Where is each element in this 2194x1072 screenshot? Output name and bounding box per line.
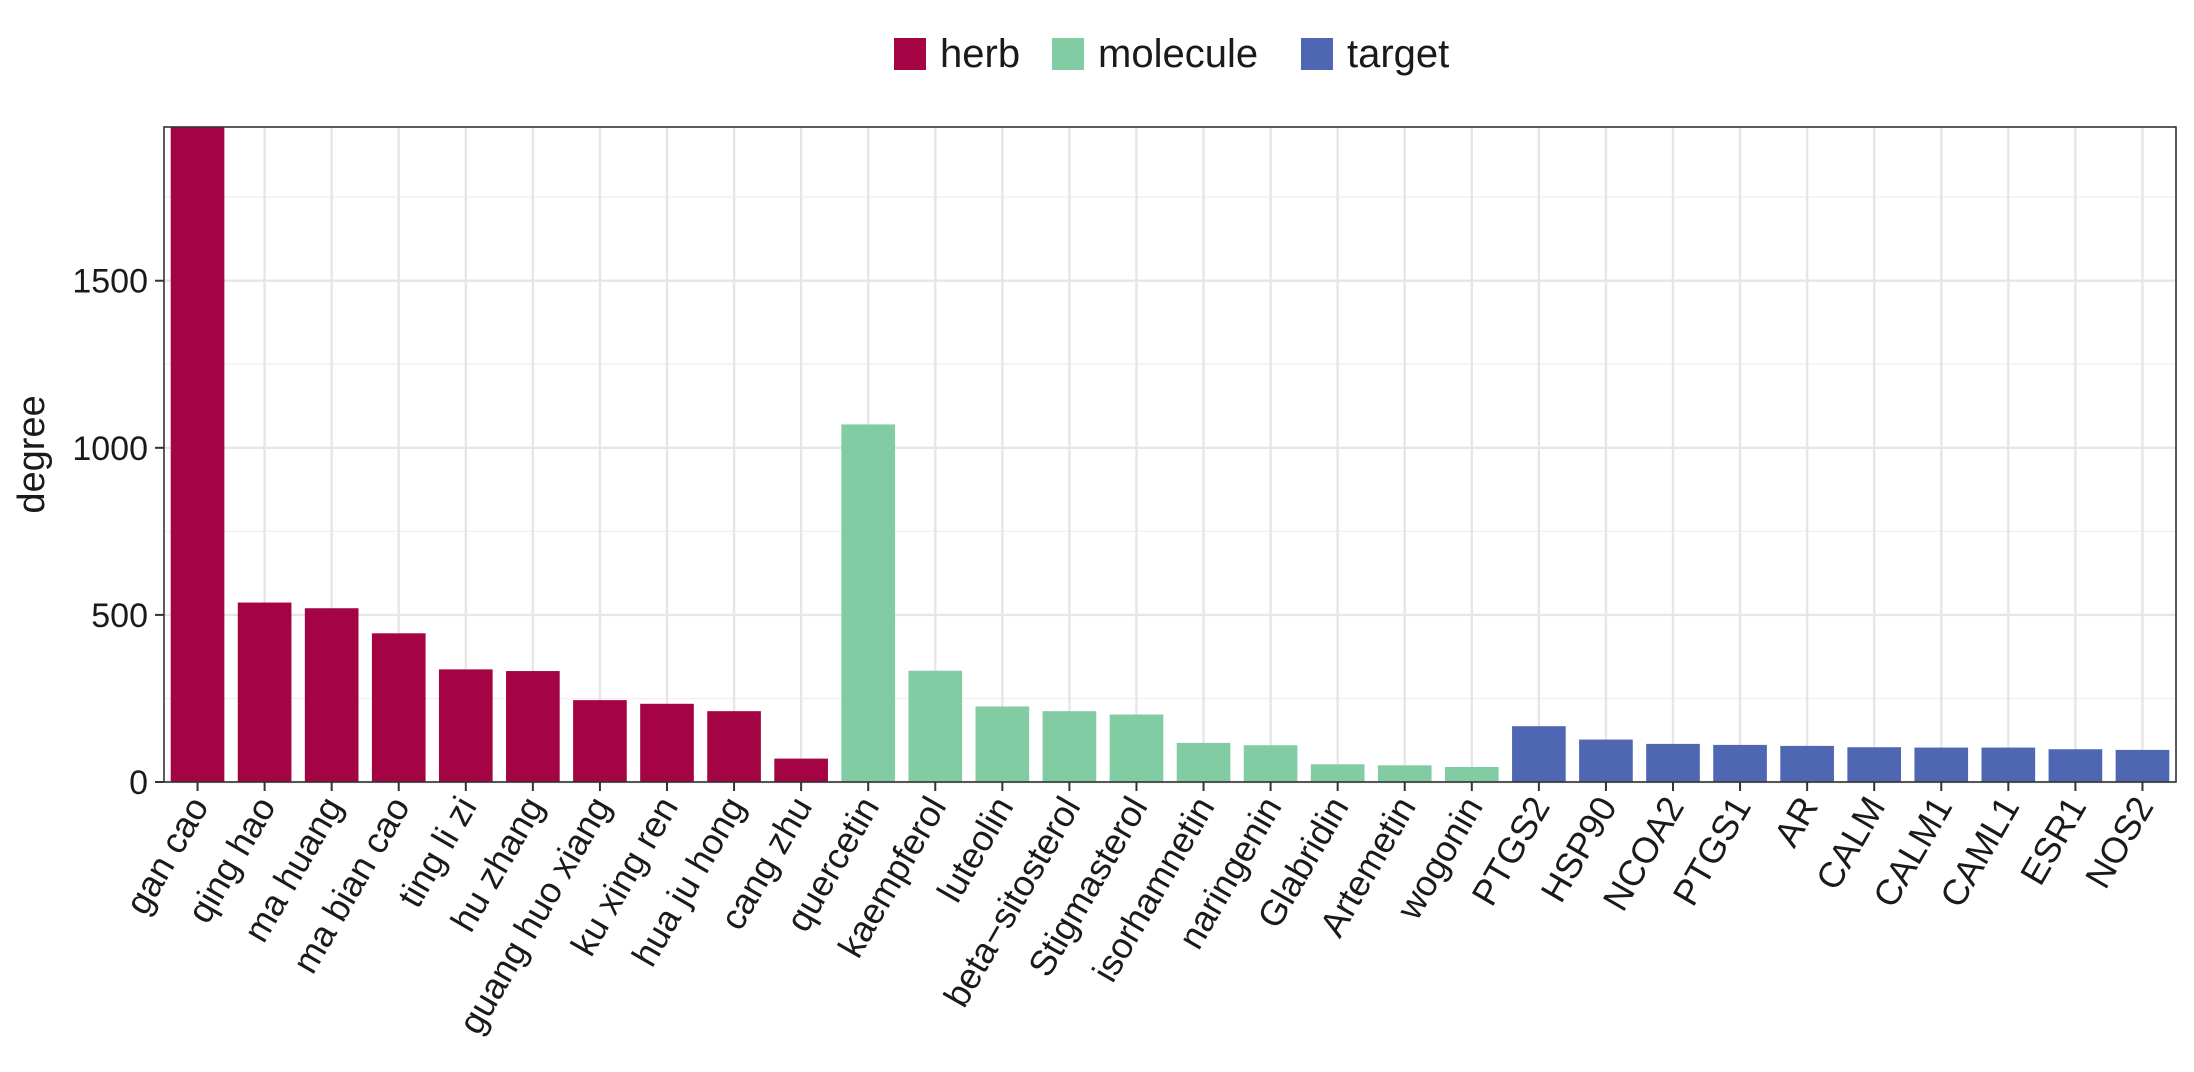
- bar-molecule: [1243, 745, 1298, 782]
- bar-herb: [170, 127, 225, 782]
- bar-target: [2115, 749, 2170, 782]
- bar-molecule: [1176, 742, 1231, 782]
- bar-target: [1780, 745, 1834, 782]
- bar-herb: [438, 669, 493, 782]
- bar-herb: [707, 711, 761, 782]
- bar-target: [1847, 747, 1902, 782]
- legend-key: [894, 38, 926, 70]
- bar-herb: [573, 700, 627, 782]
- x-tick-label: NOS2: [2077, 790, 2162, 895]
- legend: herb molecule target: [894, 32, 1449, 76]
- bar-herb: [506, 671, 560, 782]
- y-tick-label: 1000: [72, 430, 148, 468]
- bar-molecule: [1377, 765, 1432, 782]
- y-tick-label: 1500: [72, 263, 148, 301]
- y-axis: 0 500 1000 1500: [72, 263, 164, 802]
- bar-molecule: [1444, 766, 1499, 782]
- legend-key: [1301, 38, 1333, 70]
- y-tick-label: 500: [91, 597, 148, 635]
- legend-label: molecule: [1098, 32, 1258, 76]
- bar-target: [1512, 726, 1566, 782]
- bar-target: [2048, 749, 2103, 782]
- bar-target: [1579, 739, 1633, 782]
- y-axis-title: degree: [11, 395, 53, 513]
- bar-molecule: [841, 424, 896, 782]
- legend-label: herb: [940, 32, 1020, 76]
- legend-item-target: target: [1301, 32, 1449, 76]
- bar-molecule: [975, 706, 1030, 782]
- bars: [170, 127, 2170, 782]
- bar-molecule: [1310, 764, 1365, 782]
- legend-key: [1052, 38, 1084, 70]
- bar-target: [1914, 747, 1969, 782]
- plot-panel-border: [163, 126, 2177, 783]
- y-tick-label: 0: [129, 764, 148, 802]
- legend-item-molecule: molecule: [1052, 32, 1258, 76]
- bar-molecule: [1042, 711, 1097, 782]
- legend-label: target: [1347, 32, 1449, 76]
- bar-herb: [237, 602, 292, 782]
- bar-molecule: [1109, 714, 1164, 782]
- bar-target: [1646, 743, 1700, 782]
- bar-herb: [371, 633, 426, 782]
- bar-target: [1713, 744, 1767, 782]
- x-tick-label: AR: [1766, 790, 1827, 854]
- bar-herb: [774, 758, 828, 782]
- bar-molecule: [908, 670, 963, 782]
- bar-herb: [304, 608, 359, 782]
- legend-item-herb: herb: [894, 32, 1020, 76]
- bar-target: [1981, 747, 2036, 782]
- bar-herb: [640, 703, 694, 782]
